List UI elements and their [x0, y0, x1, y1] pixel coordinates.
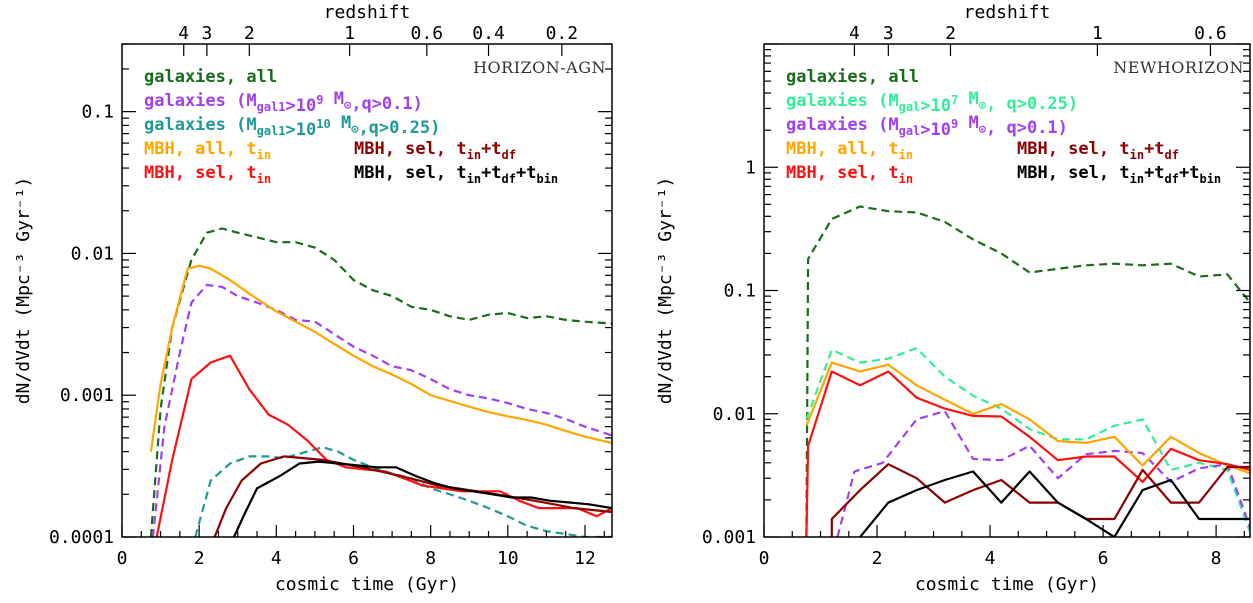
y-tick-label: 0.001 [702, 527, 756, 548]
x-tick-label: 10 [497, 548, 519, 569]
legend-entry-2: galaxies (Mgal1>109 M⊙,q>0.1) [144, 89, 423, 116]
y-tick-label: 0.1 [81, 102, 114, 123]
x-tick-label: 4 [985, 548, 996, 569]
series-line-2 [805, 347, 1250, 533]
legend-entry-5: MBH, sel, tin [786, 163, 913, 186]
series-line-6 [213, 455, 612, 537]
x-tick-label: 0 [117, 548, 128, 569]
redshift-tick-label: 0.6 [411, 23, 444, 44]
legend-entry-4: MBH, all, tin [144, 139, 271, 162]
x-tick-label: 2 [872, 548, 883, 569]
legend-entry-1: galaxies, all [786, 67, 919, 87]
redshift-tick-label: 2 [244, 23, 255, 44]
plot-frame [121, 43, 613, 538]
legend-entry-5: MBH, sel, tin [144, 163, 271, 186]
y-axis-label: dN/dVdt (Mpc⁻³ Gyr⁻¹) [655, 177, 676, 405]
legend-entry-1: galaxies, all [144, 67, 277, 87]
legend-entry-3: galaxies (Mgal>109 M⊙, q>0.1) [786, 113, 1068, 140]
series-group [805, 205, 1250, 537]
redshift-tick-label: 0.4 [472, 23, 505, 44]
series-line-3 [836, 410, 1250, 537]
series-line-5 [805, 370, 1250, 537]
x-tick-label: 8 [1211, 548, 1222, 569]
x-axis-label: cosmic time (Gyr) [275, 574, 459, 595]
x-tick-label: 6 [1098, 548, 1109, 569]
redshift-tick-label: 0.6 [1194, 23, 1227, 44]
chart-panel-2: 0 2 4 6 8 0.001 0.01 0.1 1 4 3 2 1 0.6 redshift cosmic … [655, 2, 1251, 595]
series-line-7 [859, 470, 1250, 537]
legend-entry-6: MBH, sel, tin+tdf [354, 139, 516, 162]
panel-title: NEWHORIZON [1113, 58, 1244, 77]
panel-title: HORIZON-AGN [473, 58, 606, 77]
redshift-tick-label: 2 [945, 23, 956, 44]
x-axis-label: cosmic time (Gyr) [915, 574, 1099, 595]
x-tick-label: 0 [759, 548, 770, 569]
x-tick-label: 4 [271, 548, 282, 569]
legend-entry-3: galaxies (Mgal1>1010 M⊙,q>0.25) [144, 113, 440, 140]
series-line-7 [232, 460, 612, 537]
x-tick-label: 2 [194, 548, 205, 569]
y-tick-label: 0.01 [713, 404, 756, 425]
redshift-tick-label: 3 [201, 23, 212, 44]
x-tick-label: 8 [425, 548, 436, 569]
legend-entry-7: MBH, sel, tin+tdf+tbin [1017, 163, 1221, 186]
redshift-tick-label: 4 [849, 23, 860, 44]
legend-entry-2: galaxies (Mgal>107 M⊙, q>0.25) [786, 89, 1078, 116]
y-tick-label: 0.001 [60, 385, 114, 406]
redshift-tick-label: 0.2 [546, 23, 579, 44]
legend-entry-7: MBH, sel, tin+tdf+tbin [354, 163, 558, 186]
series-line-6 [830, 463, 1250, 537]
redshift-tick-label: 1 [344, 23, 355, 44]
legend-entry-4: MBH, all, tin [786, 139, 913, 162]
series-line-4 [149, 264, 612, 452]
series-line-4 [805, 361, 1250, 475]
top-axis-label: redshift [964, 2, 1051, 23]
y-tick-label: 0.0001 [49, 527, 114, 548]
series-line-1 [805, 205, 1250, 537]
series-line-1 [149, 227, 612, 537]
x-tick-label: 12 [574, 548, 596, 569]
y-tick-label: 0.01 [71, 243, 114, 264]
y-tick-label: 1 [745, 157, 756, 178]
redshift-tick-label: 3 [883, 23, 894, 44]
series-line-3 [194, 446, 612, 537]
series-line-2 [151, 283, 612, 537]
legend-entry-6: MBH, sel, tin+tdf [1017, 139, 1179, 162]
top-axis-label: redshift [324, 2, 411, 23]
x-tick-label: 6 [348, 548, 359, 569]
y-tick-label: 0.1 [723, 281, 756, 302]
redshift-tick-label: 1 [1092, 23, 1103, 44]
y-axis-label: dN/dVdt (Mpc⁻³ Gyr⁻¹) [13, 177, 34, 405]
redshift-tick-label: 4 [178, 23, 189, 44]
series-group [149, 227, 612, 537]
